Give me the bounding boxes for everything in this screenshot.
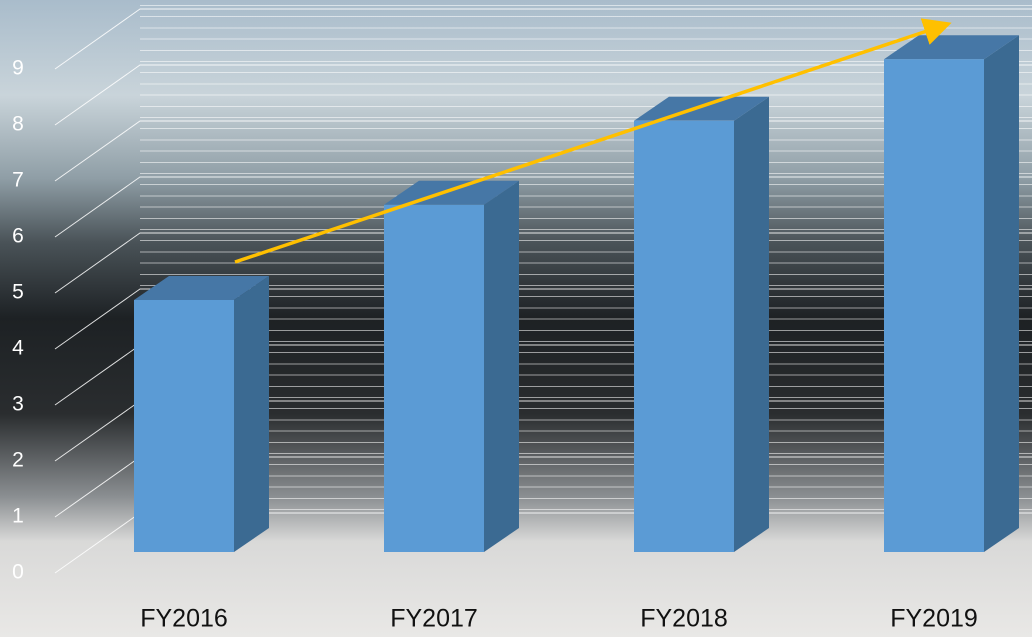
y-tick-label: 4 bbox=[12, 337, 24, 360]
trend-arrow bbox=[234, 18, 952, 264]
y-tick-label: 3 bbox=[12, 393, 24, 416]
bar-top bbox=[384, 180, 519, 205]
y-tick-label: 7 bbox=[12, 169, 24, 192]
bar-top bbox=[134, 276, 269, 300]
bar-side bbox=[734, 96, 769, 553]
bar-side bbox=[484, 180, 519, 553]
bar-side bbox=[984, 35, 1019, 552]
bar-top bbox=[884, 35, 1019, 60]
bar-side bbox=[234, 276, 269, 552]
y-tick-label: 1 bbox=[12, 505, 24, 528]
y-tick-label: 2 bbox=[12, 449, 24, 472]
y-tick-label: 0 bbox=[12, 561, 24, 584]
bar bbox=[384, 204, 484, 553]
grid-line bbox=[54, 64, 1032, 126]
y-tick-label: 9 bbox=[12, 57, 24, 80]
bar bbox=[884, 59, 984, 552]
y-tick-label: 8 bbox=[12, 113, 24, 136]
bar-top bbox=[634, 96, 769, 121]
labels: 0 1 2 3 4 5 6 7 8 9 FY2016 FY2017 FY2018 FY2019 bbox=[12, 57, 978, 633]
x-tick-label: FY2017 bbox=[390, 605, 478, 633]
y-tick-label: 5 bbox=[12, 281, 24, 304]
bar bbox=[634, 120, 734, 553]
bars bbox=[134, 35, 1019, 553]
grid-line bbox=[54, 8, 1032, 70]
x-tick-label: FY2018 bbox=[640, 605, 728, 633]
x-tick-label: FY2016 bbox=[140, 605, 228, 633]
y-tick-label: 6 bbox=[12, 225, 24, 248]
x-tick-label: FY2019 bbox=[890, 605, 978, 633]
background-stripes bbox=[140, 5, 1032, 515]
bar bbox=[134, 300, 234, 552]
